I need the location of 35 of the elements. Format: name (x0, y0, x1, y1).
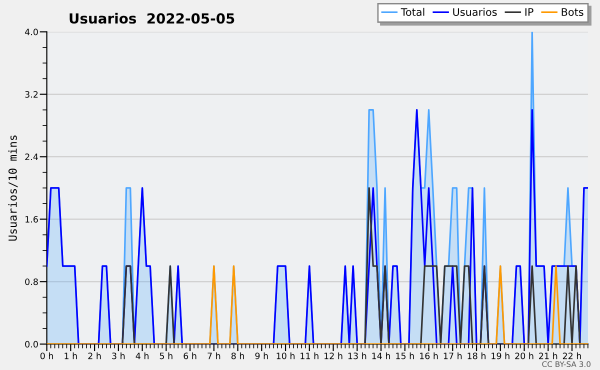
y-axis-title: Usuarios/10 mins (8, 136, 18, 241)
x-tick-label: 10 h (276, 352, 295, 360)
x-tick-label: 13 h (348, 352, 366, 360)
x-tick-label: 20 h (515, 352, 534, 360)
x-tick-label: 15 h (396, 352, 414, 360)
x-tick-label: 18 h (468, 352, 486, 360)
x-tick-label: 12 h (324, 352, 342, 360)
x-tick-label: 4 h (136, 352, 148, 360)
y-tick-label: 3.2 (25, 91, 38, 98)
x-tick-label: 7 h (208, 352, 220, 360)
x-tick-label: 21 h (539, 352, 558, 360)
x-tick-label: 11 h (300, 352, 318, 360)
chart-title: Usuarios 2022-05-05 (70, 12, 234, 24)
x-tick-label: 16 h (420, 352, 438, 360)
y-tick-label: 2.4 (25, 154, 38, 160)
legend-label: Usuarios (453, 8, 497, 16)
y-tick-label: 4.0 (24, 28, 38, 36)
x-tick-label: 0 h (40, 352, 54, 360)
x-tick-label: 8 h (231, 352, 244, 360)
x-tick-label: 5 h (160, 352, 172, 360)
x-tick-label: 14 h (372, 352, 390, 360)
x-tick-label: 17 h (444, 352, 462, 360)
x-tick-label: 22 h (562, 352, 581, 360)
legend-label: Total (400, 8, 424, 16)
y-tick-label: 1.6 (26, 216, 38, 223)
y-tick-label: 0.8 (25, 278, 38, 286)
x-tick-label: 9 h (255, 352, 268, 360)
legend-label: IP (525, 8, 534, 16)
x-tick-label: 6 h (184, 352, 196, 360)
x-tick-label: 2 h (88, 352, 101, 360)
legend-label: Bots (562, 8, 584, 16)
y-tick-label: 0.0 (25, 340, 38, 348)
x-tick-label: 3 h (112, 352, 125, 360)
x-tick-label: 19 h (492, 352, 510, 360)
x-tick-label: 1 h (64, 352, 77, 360)
